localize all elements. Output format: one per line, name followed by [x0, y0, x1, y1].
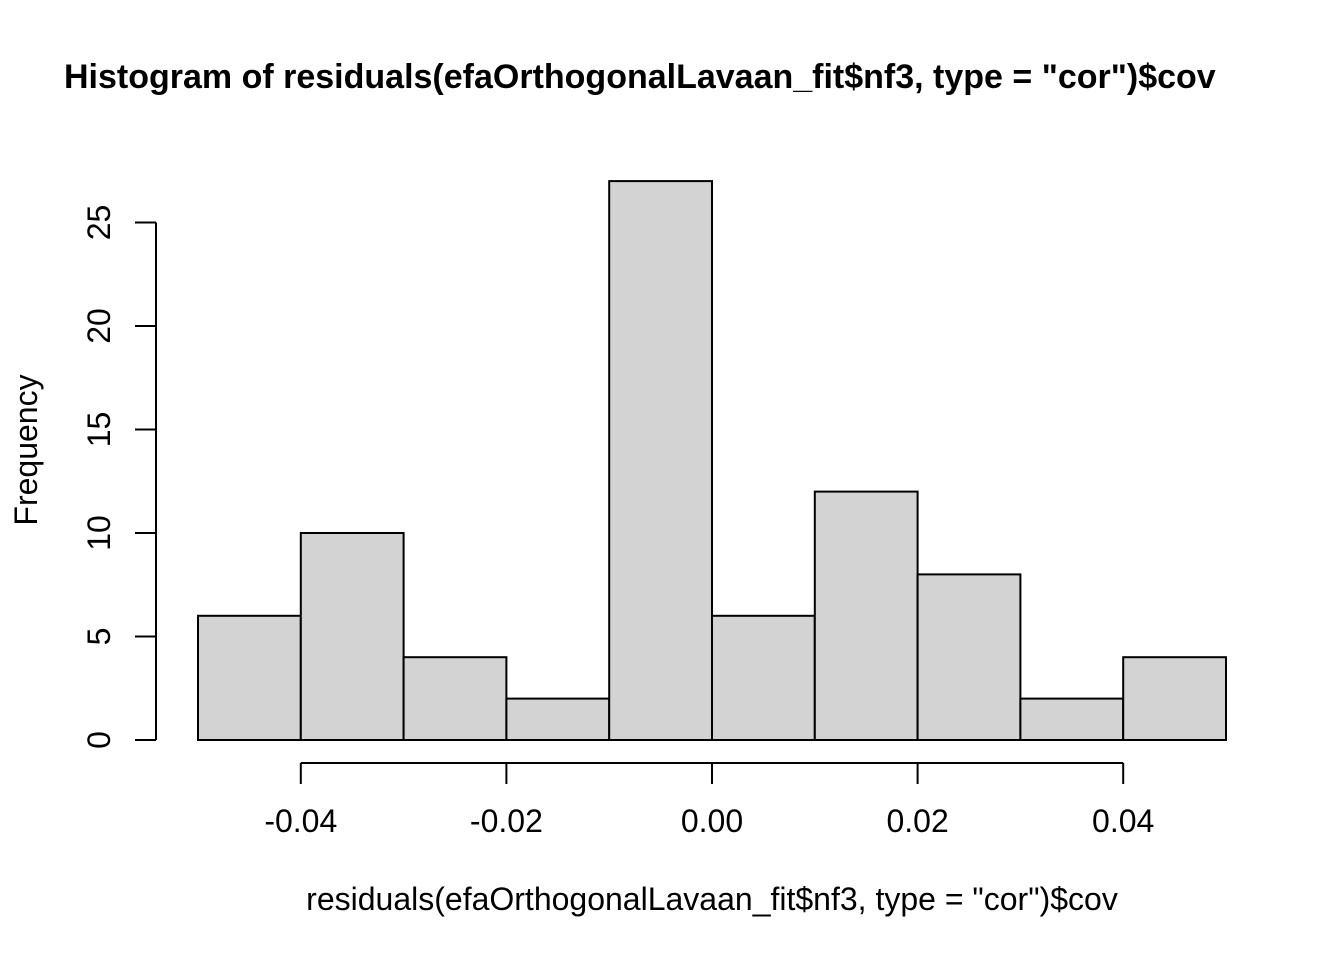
histogram-bar [402, 656, 508, 742]
x-tick-label: -0.02 [470, 803, 543, 839]
histogram-bar [505, 697, 611, 741]
histogram-bar [608, 180, 714, 742]
y-tick-label: 10 [81, 515, 117, 551]
histogram-bar [1019, 697, 1125, 741]
x-tick-label: 0.00 [681, 803, 743, 839]
histogram-bar [916, 573, 1022, 742]
x-tick-label: 0.04 [1092, 803, 1154, 839]
histogram-bar [1122, 656, 1227, 742]
x-tick-label: 0.02 [886, 803, 948, 839]
x-axis-label: residuals(efaOrthogonalLavaan_fit$nf3, t… [306, 881, 1118, 917]
histogram-bar [299, 532, 405, 741]
histogram-bar [813, 490, 919, 741]
histogram-bar [711, 614, 816, 741]
y-tick-label: 25 [81, 205, 117, 241]
x-tick-label: -0.04 [264, 803, 337, 839]
y-tick-label: 5 [81, 628, 117, 646]
chart-title: Histogram of residuals(efaOrthogonalLava… [64, 58, 1216, 96]
y-tick-label: 20 [81, 308, 117, 344]
y-tick-label: 0 [81, 731, 117, 749]
y-tick-label: 15 [81, 412, 117, 448]
histogram-bar [197, 614, 302, 741]
